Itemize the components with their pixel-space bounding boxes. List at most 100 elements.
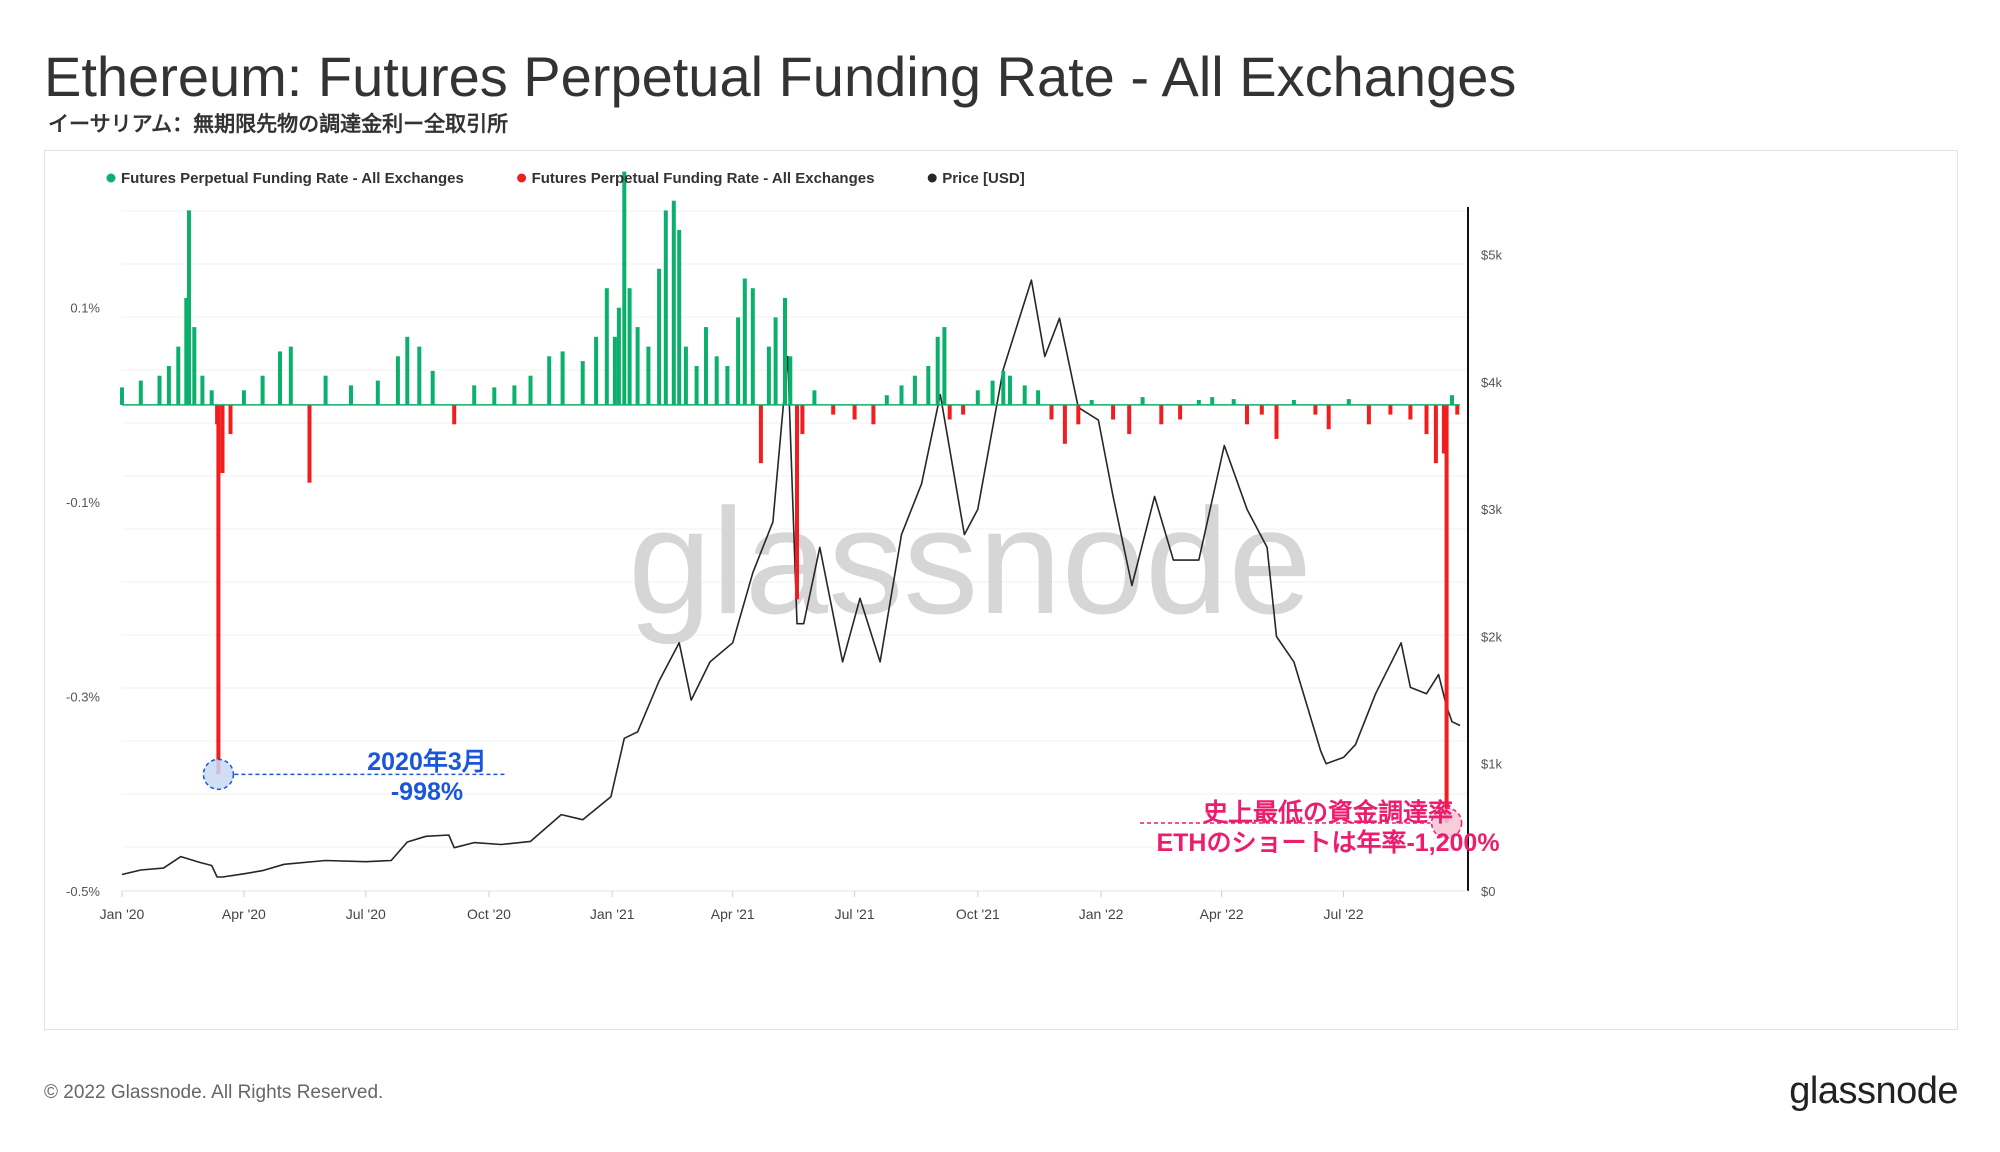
funding-rate-bar <box>288 346 293 405</box>
annotation-text-2020: 2020年3月 <box>367 747 487 776</box>
funding-rate-bar <box>750 288 755 405</box>
funding-rate-bar <box>1433 404 1438 464</box>
funding-rate-bar <box>1049 404 1054 420</box>
x-axis: Jan '20 Apr '20 Jul '20 Oct '20 Jan '21 Apr '… <box>100 890 1468 922</box>
funding-rate-bar <box>1424 404 1429 435</box>
funding-rate-bar <box>1245 404 1249 425</box>
funding-rate-bar <box>176 346 181 405</box>
footer-copyright: © 2022 Glassnode. All Rights Reserved. <box>44 1082 384 1103</box>
page-subtitle: イーサリアム：無期限先物の調達金利ー全取引所 <box>48 113 509 136</box>
funding-rate-bar <box>773 317 778 405</box>
funding-rate-bar <box>663 210 668 405</box>
funding-rate-bar <box>1408 404 1413 420</box>
legend-label: Futures Perpetual Funding Rate - All Exc… <box>532 170 875 187</box>
funding-rate-bar <box>184 297 189 405</box>
price-line <box>121 279 1461 878</box>
x-axis-tick-label: Apr '21 <box>711 906 755 922</box>
annotation-text-2020: -998% <box>391 778 463 806</box>
funding-rate-bar <box>622 171 627 405</box>
funding-rate-bar <box>220 404 225 473</box>
right-axis-tick-label: $5k <box>1481 248 1502 263</box>
funding-rate-bar <box>1441 404 1446 454</box>
funding-rate-bar <box>200 375 205 405</box>
glassnode-logo: glassnode <box>1789 1070 1958 1112</box>
funding-rate-bar <box>192 327 197 405</box>
right-axis-tick-label: $4k <box>1481 375 1502 390</box>
left-axis-tick-label: -0.1% <box>66 495 100 510</box>
funding-rate-bar <box>1089 400 1094 405</box>
funding-rate-bar <box>975 390 980 405</box>
funding-rate-bar <box>1008 375 1012 405</box>
right-y-axis: $0 $1k $2k $3k $4k $5k <box>1467 207 1502 899</box>
funding-rate-bar <box>1076 404 1081 425</box>
funding-rate-bar <box>1231 399 1236 405</box>
funding-rate-bar <box>307 404 312 483</box>
funding-rate-bar <box>1140 397 1145 405</box>
funding-rate-bar <box>935 336 940 405</box>
funding-rate-bar <box>120 387 124 405</box>
funding-rate-bar <box>788 356 793 405</box>
funding-rate-bar <box>260 375 265 405</box>
x-axis-tick-label: Jan '20 <box>100 906 145 922</box>
chart-svg: glassnode 0.1% -0.1% -0.3% -0.5% $0 $1k $2k $3… <box>66 170 1502 922</box>
page-title: Ethereum: Futures Perpetual Funding Rate… <box>44 45 1517 108</box>
x-axis-tick-label: Oct '20 <box>467 906 511 922</box>
funding-rate-bar <box>528 375 533 405</box>
funding-rate-bar <box>1346 399 1351 405</box>
funding-rate-bar <box>1210 397 1215 405</box>
funding-rate-bar <box>612 336 617 405</box>
funding-rate-bar <box>452 404 457 425</box>
funding-rate-bar <box>657 268 662 405</box>
funding-rate-bar <box>395 356 400 405</box>
funding-rate-bar <box>947 404 952 420</box>
funding-rate-bar <box>157 375 162 405</box>
funding-rate-bar <box>694 366 699 405</box>
annotation-marker-2022 <box>1430 807 1463 839</box>
left-axis-tick-label: 0.1% <box>70 301 100 316</box>
funding-rate-bar <box>1196 400 1201 405</box>
x-axis-tick-label: Apr '20 <box>222 906 266 922</box>
funding-rate-bar <box>1001 370 1006 405</box>
funding-rate-bar <box>646 346 651 405</box>
annotation-marker-2020 <box>202 758 235 791</box>
chart-frame: glassnode 0.1% -0.1% -0.3% -0.5% $0 $1k $2k $3… <box>44 150 1958 1030</box>
left-axis-tick-label: -0.5% <box>66 884 100 899</box>
funding-rate-bar <box>912 375 917 405</box>
funding-rate-bar <box>209 390 214 405</box>
left-y-axis: 0.1% -0.1% -0.3% -0.5% <box>66 301 100 899</box>
funding-rate-bar <box>1159 404 1164 425</box>
funding-rate-bar <box>616 307 621 405</box>
funding-rate-bar <box>783 297 787 405</box>
funding-rate-bar <box>1062 404 1067 444</box>
x-axis-tick-label: Jul '21 <box>835 906 875 922</box>
right-axis-tick-label: $3k <box>1481 502 1502 517</box>
funding-rate-bar <box>228 404 233 435</box>
funding-rate-bar <box>1455 404 1460 415</box>
funding-rate-bar <box>736 317 741 405</box>
funding-rate-bar <box>677 229 682 405</box>
funding-rate-bar <box>942 327 947 405</box>
funding-rate-bar <box>349 385 353 405</box>
funding-rate-bars <box>120 171 1460 823</box>
funding-rate-bar <box>926 366 931 405</box>
funding-rate-bar <box>671 200 676 405</box>
x-axis-tick-label: Jul '20 <box>346 906 386 922</box>
funding-rate-bar <box>580 361 585 405</box>
funding-rate-bar <box>961 404 966 415</box>
annotation-text-2022: ETHのショートは年率-1,200% <box>1156 828 1499 857</box>
legend-label: Price [USD] <box>942 170 1025 187</box>
funding-rate-bar <box>704 327 708 405</box>
funding-rate-bar <box>417 346 422 405</box>
funding-rate-bar <box>742 278 747 405</box>
x-axis-tick-label: Oct '21 <box>956 906 1000 922</box>
funding-rate-bar <box>714 356 719 405</box>
funding-rate-bar <box>1326 404 1331 430</box>
funding-rate-bar <box>278 351 282 405</box>
funding-rate-bar <box>812 390 817 405</box>
legend-marker <box>106 173 116 183</box>
funding-rate-bar <box>1259 404 1264 415</box>
funding-rate-bar <box>1022 385 1027 405</box>
funding-rate-bar <box>1274 404 1279 439</box>
x-axis-tick-label: Jul '22 <box>1323 906 1363 922</box>
